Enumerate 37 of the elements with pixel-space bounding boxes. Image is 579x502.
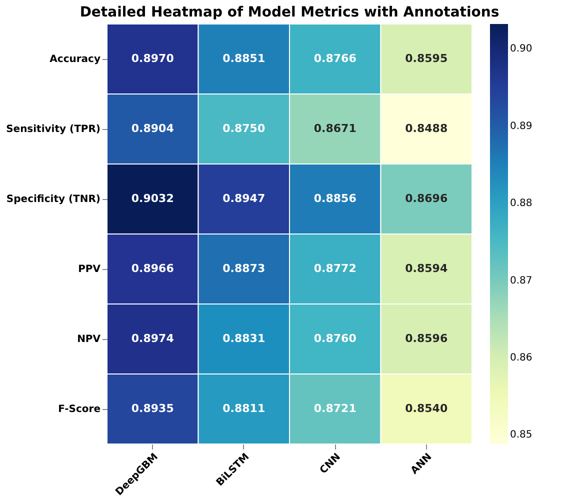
data-label: 0.8540: [405, 402, 448, 415]
data-label: 0.8750: [222, 122, 266, 135]
color-bar-label: 0.89: [510, 120, 532, 132]
data-label: 0.8766: [314, 52, 357, 65]
y-tick-label: NPV: [77, 334, 101, 345]
data-label: 0.8696: [405, 192, 448, 205]
y-tick-label: PPV: [78, 264, 101, 275]
color-bar-label: 0.85: [510, 430, 532, 441]
data-label: 0.8856: [314, 192, 357, 205]
data-label: 0.8594: [405, 262, 448, 275]
color-bar-label: 0.87: [510, 275, 532, 286]
data-label: 0.8772: [314, 262, 356, 275]
y-tick-label: Sensitivity (TPR): [6, 124, 100, 135]
color-bar-label: 0.88: [510, 198, 532, 210]
y-tick-label: Specificity (TNR): [6, 194, 100, 205]
data-label: 0.8904: [131, 122, 174, 135]
chart-title: Detailed Heatmap of Model Metrics with Annotations: [80, 4, 500, 20]
data-label: 0.8671: [314, 122, 356, 135]
data-label: 0.8596: [405, 332, 448, 345]
data-label: 0.8947: [222, 192, 266, 205]
color-bar-label: 0.90: [510, 44, 532, 55]
data-label: 0.8966: [131, 262, 174, 275]
data-label: 0.8488: [405, 122, 448, 135]
data-label: 0.8974: [131, 332, 174, 345]
y-tick-label: F-Score: [58, 404, 101, 415]
data-label: 0.8831: [222, 332, 266, 345]
data-label: 0.8595: [405, 52, 448, 65]
data-label: 0.8873: [222, 262, 266, 275]
data-label: 0.8851: [222, 52, 266, 65]
color-bar-label: 0.86: [510, 352, 532, 364]
data-label: 0.8811: [222, 402, 266, 415]
data-label: 0.9032: [131, 192, 174, 205]
data-label: 0.8970: [131, 52, 174, 65]
data-label: 0.8935: [131, 402, 174, 415]
data-label: 0.8721: [314, 402, 356, 415]
y-tick-label: Accuracy: [50, 54, 101, 65]
data-label: 0.8760: [314, 332, 357, 345]
